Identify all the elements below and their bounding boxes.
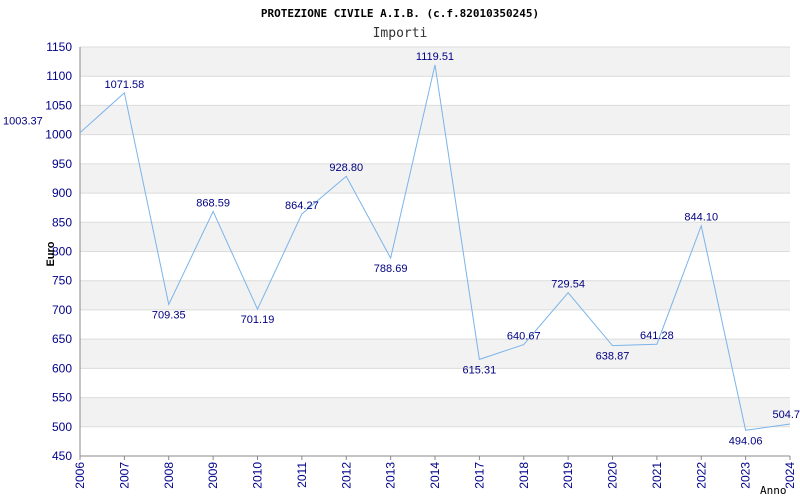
y-axis-label: Euro xyxy=(45,241,57,266)
grid-band xyxy=(80,105,790,135)
x-tick-label: 2012 xyxy=(339,462,353,489)
y-tick-label: 450 xyxy=(52,449,72,463)
x-tick-label: 2009 xyxy=(206,462,220,489)
x-tick-label: 2024 xyxy=(783,462,797,489)
grid-band xyxy=(80,397,790,427)
x-tick-label: 2023 xyxy=(739,462,753,489)
x-tick-label: 2021 xyxy=(650,462,664,489)
grid-band xyxy=(80,368,790,398)
y-tick-label: 750 xyxy=(52,274,72,288)
grid-band xyxy=(80,163,790,194)
x-tick-label: 2008 xyxy=(162,462,176,489)
data-label: 788.69 xyxy=(374,263,408,275)
y-tick-label: 500 xyxy=(52,420,72,434)
chart-subtitle: Importi xyxy=(373,26,428,41)
y-tick-label: 800 xyxy=(52,245,72,259)
x-tick-label: 2007 xyxy=(117,462,131,489)
data-labels: 1003.37 1071.58 709.35 868.59 701.19 864.27 92… xyxy=(3,51,800,447)
grid-band xyxy=(80,193,790,223)
grid-band xyxy=(80,47,790,77)
x-tick-label: 2011 xyxy=(295,462,309,488)
data-label: 701.19 xyxy=(241,314,275,326)
x-tick-label: 2018 xyxy=(517,462,531,489)
y-tick-label: 950 xyxy=(52,157,72,171)
x-tick-label: 2014 xyxy=(428,462,442,489)
y-tick-label: 1100 xyxy=(46,69,72,83)
data-label: 1071.58 xyxy=(104,79,144,91)
x-tick-label: 2017 xyxy=(472,462,486,489)
data-label: 638.87 xyxy=(596,351,630,363)
y-tick-label: 1000 xyxy=(45,128,72,142)
series-line xyxy=(79,64,791,431)
data-label: 1003.37 xyxy=(3,116,43,128)
chart-title: PROTEZIONE CIVILE A.I.B. (c.f.8201035024… xyxy=(261,7,539,20)
grid-band xyxy=(80,251,790,281)
x-tick-label: 2006 xyxy=(73,462,87,489)
grid-band xyxy=(80,222,790,252)
x-axis-label: Anno xyxy=(760,484,787,497)
y-tick-label: 600 xyxy=(52,361,72,375)
grid-band xyxy=(80,280,790,310)
x-tick-label: 2010 xyxy=(251,462,265,489)
x-tick-label: 2013 xyxy=(384,462,398,489)
x-tick-label: 2022 xyxy=(694,462,708,489)
y-tick-label: 1050 xyxy=(45,98,72,112)
data-label: 868.59 xyxy=(196,197,230,209)
x-tick-label: 2020 xyxy=(606,462,620,489)
axes xyxy=(79,47,790,457)
grid-band xyxy=(80,339,790,369)
grid-bands xyxy=(80,47,790,456)
y-tick-label: 650 xyxy=(52,332,72,346)
y-tick-labels: 450 500 550 600 650 700 750 800 850 900 950 1000 105… xyxy=(45,40,72,463)
y-tick-label: 1150 xyxy=(46,40,72,54)
grid-band xyxy=(80,76,790,106)
data-label: 615.31 xyxy=(463,364,497,376)
data-label: 640.67 xyxy=(507,331,541,343)
y-tick-label: 900 xyxy=(52,186,72,200)
y-tick-label: 700 xyxy=(52,303,72,317)
data-label: 709.35 xyxy=(152,309,186,321)
x-tick-labels: 2006 2007 2008 2009 2010 2011 2012 2013 2014 2017… xyxy=(73,462,797,489)
data-label: 928.80 xyxy=(329,162,363,174)
grid-band xyxy=(80,426,790,456)
x-tick-label: 2019 xyxy=(561,462,575,489)
y-tick-label: 850 xyxy=(52,215,72,229)
grid-band xyxy=(80,134,790,164)
data-label: 504.7 xyxy=(772,409,800,421)
grid-band xyxy=(80,309,790,340)
y-tick-label: 550 xyxy=(52,391,72,405)
data-label: 1119.51 xyxy=(416,51,454,63)
data-label: 641.28 xyxy=(640,330,674,342)
data-label: 864.27 xyxy=(285,200,319,212)
data-label: 844.10 xyxy=(684,212,718,224)
grid-lines xyxy=(79,46,791,460)
data-label: 494.06 xyxy=(729,435,763,447)
data-label: 729.54 xyxy=(551,279,585,291)
